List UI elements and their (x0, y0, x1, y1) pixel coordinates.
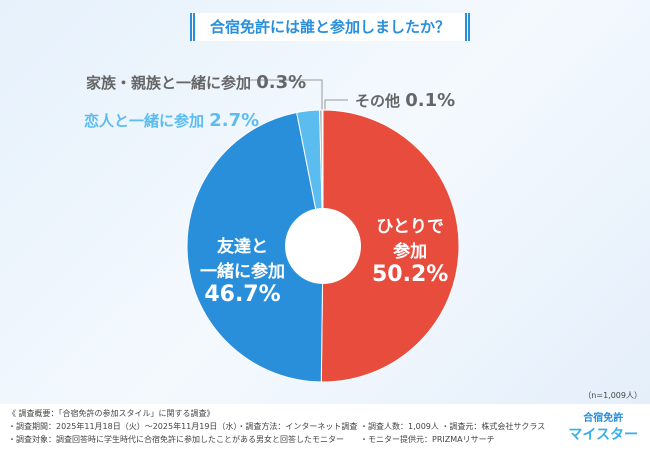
pie-slice-0 (320, 109, 460, 383)
chart-title: 合宿免許には誰と参加しましたか？ (190, 13, 470, 41)
leader-line (248, 79, 323, 112)
footer-line: ・調査期間：2025年11月18日（火）～2025年11月19日（水）・調査方法… (8, 422, 546, 431)
value-friends: 46.7% (204, 282, 281, 307)
family-label: 家族・親族と一緒に参加 (86, 74, 252, 92)
label-family: 家族・親族と一緒に参加 0.3% (86, 72, 306, 93)
pie-slice-4 (321, 109, 324, 247)
other-label: その他 (355, 92, 401, 110)
label-alone: ひとりで 参加 50.2% (372, 212, 448, 287)
family-value: 0.3% (256, 72, 307, 93)
label-friends-line1: 友達と (217, 237, 268, 257)
logo: 合宿免許 マイスター (568, 409, 638, 444)
logo-line2: マイスター (568, 427, 638, 443)
leader-line (324, 99, 348, 112)
label-friends: 友達と 一緒に参加 46.7% (200, 232, 285, 307)
sample-size: （n=1,009人） (583, 391, 642, 400)
value-alone: 50.2% (372, 262, 449, 287)
label-other: その他 0.1% (355, 90, 455, 111)
partner-value: 2.7% (209, 110, 260, 131)
other-value: 0.1% (405, 90, 456, 111)
label-partner: 恋人と一緒に参加 2.7% (84, 110, 259, 131)
footer-line: 《 調査概要：「合宿免許の参加スタイル」に関する調査》 (8, 409, 215, 418)
footer-line: ・調査対象：調査回答時に学生時代に合宿免許に参加したことがある男女と回答したモニ… (8, 435, 495, 444)
partner-label: 恋人と一緒に参加 (84, 112, 205, 130)
footer: 《 調査概要：「合宿免許の参加スタイル」に関する調査》 ・調査期間：2025年1… (0, 404, 650, 450)
label-friends-line2: 一緒に参加 (200, 262, 285, 282)
logo-line1: 合宿免許 (583, 413, 624, 424)
pie-slice-1 (186, 111, 324, 383)
donut-hole (285, 208, 361, 284)
label-alone-line2: 参加 (393, 242, 428, 262)
label-alone-line1: ひとりで (376, 217, 444, 237)
